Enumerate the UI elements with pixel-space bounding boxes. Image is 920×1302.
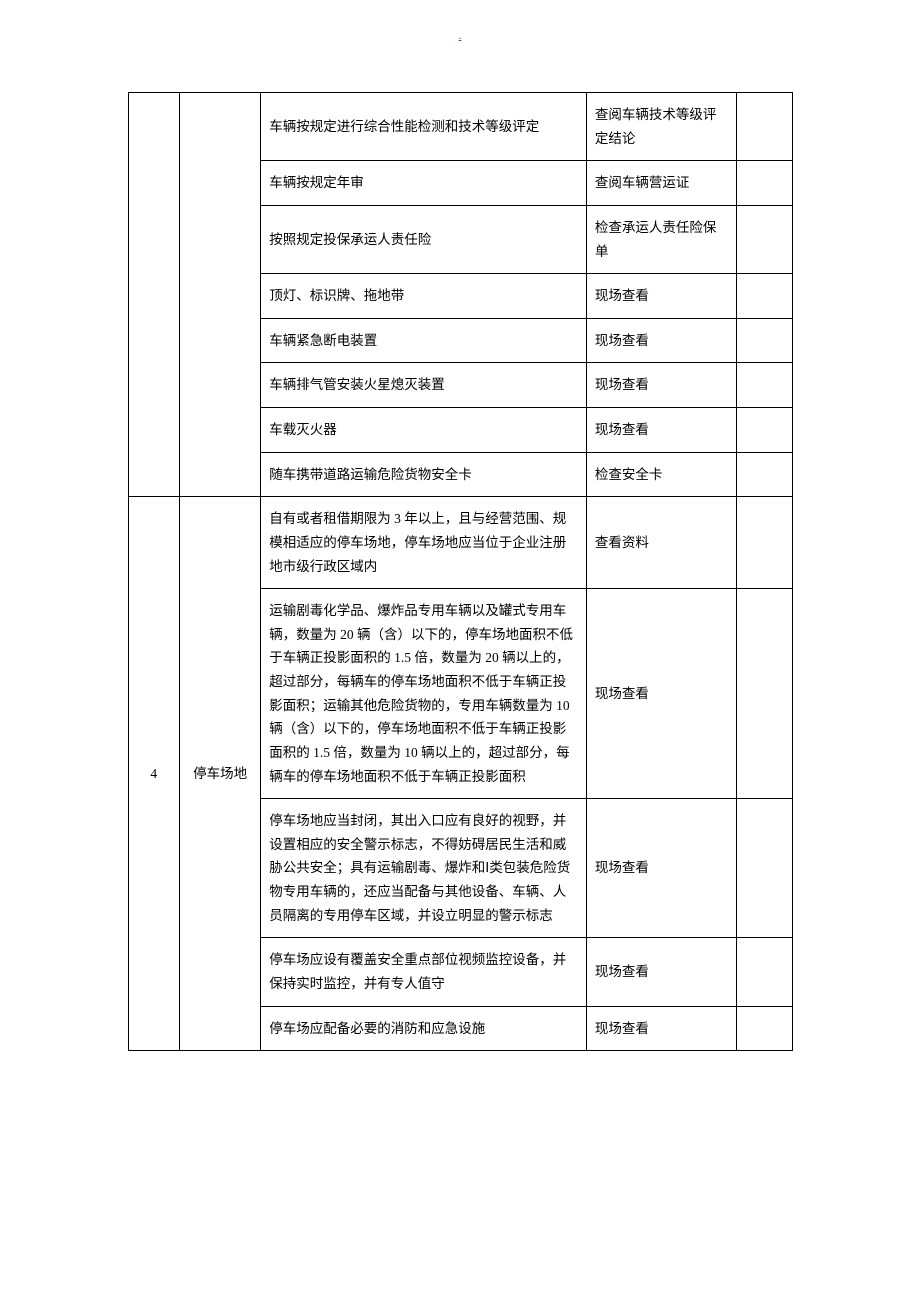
cell-method: 现场查看 (586, 1006, 736, 1051)
cell-method: 查阅车辆技术等级评定结论 (586, 93, 736, 161)
cell-method: 现场查看 (586, 799, 736, 938)
cell-method: 现场查看 (586, 408, 736, 453)
cell-category-4: 停车场地 (179, 497, 260, 1051)
cell-method: 检查承运人责任险保单 (586, 205, 736, 273)
cell-last (736, 408, 792, 453)
cell-last (736, 274, 792, 319)
cell-method: 现场查看 (586, 363, 736, 408)
cell-num-4: 4 (128, 497, 179, 1051)
cell-content: 自有或者租借期限为 3 年以上，且与经营范围、规模相适应的停车场地，停车场地应当… (261, 497, 587, 589)
cell-content: 顶灯、标识牌、拖地带 (261, 274, 587, 319)
cell-method: 现场查看 (586, 589, 736, 799)
cell-content: 停车场应配备必要的消防和应急设施 (261, 1006, 587, 1051)
cell-method: 检查安全卡 (586, 452, 736, 497)
cell-content: 车辆按规定进行综合性能检测和技术等级评定 (261, 93, 587, 161)
cell-last (736, 161, 792, 206)
inspection-table: 车辆按规定进行综合性能检测和技术等级评定 查阅车辆技术等级评定结论 车辆按规定年… (128, 92, 793, 1051)
cell-content: 车辆紧急断电装置 (261, 318, 587, 363)
cell-content: 车载灭火器 (261, 408, 587, 453)
table-row: 4 停车场地 自有或者租借期限为 3 年以上，且与经营范围、规模相适应的停车场地… (128, 497, 792, 589)
cell-last (736, 363, 792, 408)
cell-last (736, 938, 792, 1006)
cell-content: 车辆排气管安装火星熄灭装置 (261, 363, 587, 408)
cell-last (736, 799, 792, 938)
table-row: 车辆按规定进行综合性能检测和技术等级评定 查阅车辆技术等级评定结论 (128, 93, 792, 161)
cell-last (736, 205, 792, 273)
cell-content: 车辆按规定年审 (261, 161, 587, 206)
cell-method: 现场查看 (586, 274, 736, 319)
cell-method: 现场查看 (586, 318, 736, 363)
cell-content: 停车场应设有覆盖安全重点部位视频监控设备，并保持实时监控，并有专人值守 (261, 938, 587, 1006)
cell-content: 停车场地应当封闭，其出入口应有良好的视野，并设置相应的安全警示标志，不得妨碍居民… (261, 799, 587, 938)
cell-last (736, 589, 792, 799)
cell-method: 现场查看 (586, 938, 736, 1006)
cell-content: 运输剧毒化学品、爆炸品专用车辆以及罐式专用车辆，数量为 20 辆（含）以下的，停… (261, 589, 587, 799)
cell-num-prev (128, 93, 179, 497)
cell-content: 按照规定投保承运人责任险 (261, 205, 587, 273)
cell-category-prev (179, 93, 260, 497)
cell-content: 随车携带道路运输危险货物安全卡 (261, 452, 587, 497)
cell-last (736, 497, 792, 589)
cell-method: 查阅车辆营运证 (586, 161, 736, 206)
page-header-marker: . (0, 30, 920, 42)
cell-last (736, 452, 792, 497)
cell-last (736, 318, 792, 363)
inspection-table-container: 车辆按规定进行综合性能检测和技术等级评定 查阅车辆技术等级评定结论 车辆按规定年… (128, 92, 793, 1051)
cell-method: 查看资料 (586, 497, 736, 589)
cell-last (736, 1006, 792, 1051)
cell-last (736, 93, 792, 161)
